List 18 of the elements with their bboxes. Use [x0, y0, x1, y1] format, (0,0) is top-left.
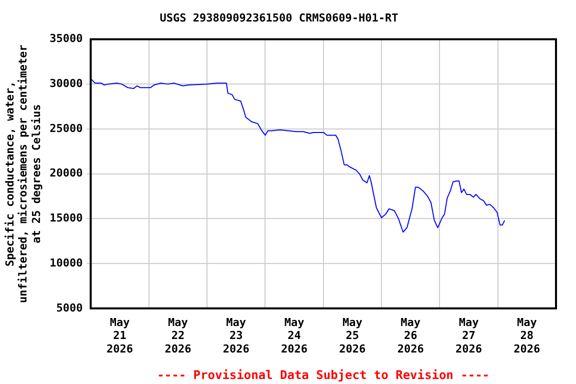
x-tick-label: May 28 2026 [514, 316, 541, 356]
x-tick-label: May 26 2026 [397, 316, 424, 356]
x-tick-label: May 24 2026 [281, 316, 308, 356]
y-tick-label: 25000 [50, 122, 83, 135]
y-axis-title: Specific conductance, water, unfiltered, microsiemens per centimeter at 25 degrees Celsius [3, 44, 43, 303]
y-tick-label: 30000 [50, 76, 83, 90]
x-tick-label: May 25 2026 [339, 316, 366, 356]
y-tick-label: 20000 [50, 166, 83, 180]
x-tick-label: May 22 2026 [164, 316, 192, 356]
y-tick-label: 10000 [50, 256, 83, 270]
x-tick-label: May 23 2026 [222, 316, 250, 356]
x-tick-label: May 21 2026 [106, 316, 134, 356]
y-tick-label: 5000 [56, 301, 83, 314]
y-tick-label: 35000 [50, 32, 83, 46]
text: ---- Provisional Data Subject to Revision ---- [157, 368, 490, 382]
x-tick-label: May 27 2026 [456, 316, 482, 356]
chart-title: USGS 293809092361500 CRMS0609-H01-RT [160, 11, 399, 24]
y-tick-label: 15000 [50, 212, 83, 225]
